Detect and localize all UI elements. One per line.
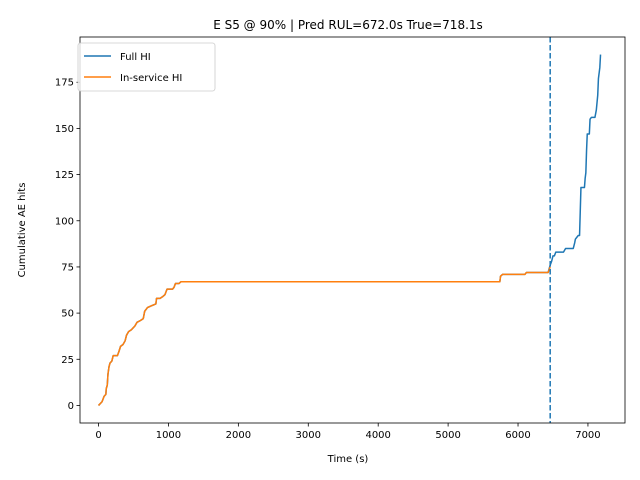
y-tick-label: 100 bbox=[55, 216, 74, 227]
x-tick-label: 0 bbox=[95, 430, 101, 441]
y-tick-label: 0 bbox=[68, 401, 74, 412]
axes-frame bbox=[79, 36, 626, 424]
legend: Full HI In-service HI bbox=[77, 42, 216, 92]
y-tick-label: 75 bbox=[61, 262, 74, 273]
x-tick-label: 6000 bbox=[505, 430, 530, 441]
x-tick-label: 5000 bbox=[435, 430, 460, 441]
y-tick-label: 150 bbox=[55, 124, 74, 135]
plot-area bbox=[97, 37, 602, 423]
y-tick-label: 50 bbox=[61, 309, 74, 320]
x-tick-label: 4000 bbox=[365, 430, 390, 441]
chart-title: E S5 @ 90% | Pred RUL=672.0s True=718.1s bbox=[213, 18, 483, 32]
x-tick-label: 1000 bbox=[156, 430, 181, 441]
y-axis-label: Cumulative AE hits bbox=[17, 183, 28, 278]
x-tick-label: 7000 bbox=[575, 430, 600, 441]
y-tick-label: 25 bbox=[61, 355, 74, 366]
x-tick-label: 3000 bbox=[296, 430, 321, 441]
legend-box bbox=[77, 42, 216, 92]
series-line-in-service-hi bbox=[97, 266, 551, 406]
y-tick-label: 175 bbox=[55, 78, 74, 89]
axes: 0 1000 2000 3000 4000 5000 6000 7000 0 25 50 75 100 1… bbox=[55, 36, 626, 441]
legend-label: In-service HI bbox=[120, 73, 182, 84]
y-tick-label: 125 bbox=[55, 170, 74, 181]
x-tick-label: 2000 bbox=[226, 430, 251, 441]
legend-label: Full HI bbox=[120, 52, 151, 63]
x-axis-label: Time (s) bbox=[327, 454, 369, 465]
